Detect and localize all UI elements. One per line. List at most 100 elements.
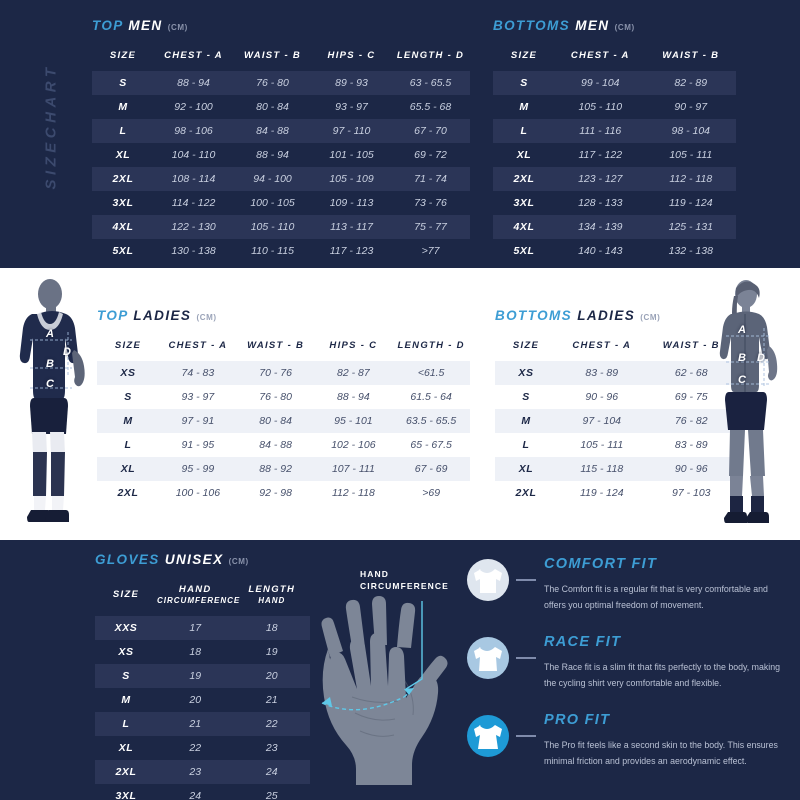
cell-value: 88 - 94 (337, 391, 370, 403)
table-row: S 99 - 104 82 - 89 (493, 71, 736, 95)
cell-size: M (121, 693, 131, 706)
figure-label-b: B (738, 352, 746, 364)
table-row: 2XL 23 24 (95, 759, 310, 784)
table-row: XS 83 - 89 62 - 68 (495, 361, 736, 385)
table-row: L 111 - 116 98 - 104 (493, 119, 736, 143)
cell-value: 22 (233, 711, 310, 736)
cell-value: 119 - 124 (579, 487, 624, 499)
cell-value: 88 - 92 (236, 457, 315, 481)
cell-value: 24 (189, 789, 202, 800)
cell-value: 114 - 122 (171, 197, 216, 209)
female-model-figure: A B C D (700, 272, 796, 536)
cell-size: 2XL (117, 487, 139, 499)
cell-size: 3XL (112, 197, 134, 209)
table-row: XL 95 - 99 88 - 92 107 - 111 67 - 69 (97, 457, 470, 481)
hand-label-line1: HAND (360, 569, 389, 579)
cell-value: 24 (233, 759, 310, 784)
table-row: S 93 - 97 76 - 80 88 - 94 61.5 - 64 (97, 385, 470, 409)
fit-title: RACE FIT (544, 634, 622, 650)
table-row: 2XL 108 - 114 94 - 100 105 - 109 71 - 74 (92, 167, 470, 191)
cell-value: 23 (157, 759, 234, 784)
column-header: SIZE (114, 340, 142, 351)
cell-size: 3XL (115, 789, 137, 800)
table-row: S 90 - 96 69 - 75 (495, 385, 736, 409)
cell-value: 98 - 104 (645, 119, 736, 143)
table-top-men: TOP MEN (CM) SIZE CHEST - A WAIST - B HI… (92, 18, 470, 263)
tshirt-comfort-icon (466, 558, 510, 602)
fit-item-pro: PRO FIT The Pro fit feels like a second … (466, 712, 786, 774)
cell-size: XL (516, 149, 532, 161)
cell-value: 132 - 138 (668, 245, 713, 257)
fit-dash (516, 579, 536, 581)
cell-value: 104 - 110 (171, 149, 216, 161)
cell-value: 80 - 84 (236, 409, 315, 433)
cell-size: XS (118, 645, 134, 658)
cell-value: 97 - 104 (557, 409, 647, 433)
cell-value: 115 - 118 (557, 457, 647, 481)
column-header: WAIST - B (662, 340, 720, 351)
cell-value: >77 (421, 245, 440, 257)
table-title-part2: MEN (575, 18, 610, 33)
fit-item-comfort: COMFORT FIT The Comfort fit is a regular… (466, 556, 786, 618)
cell-value: 19 (265, 645, 278, 658)
fit-dash (516, 735, 536, 737)
table-row: 5XL 140 - 143 132 - 138 (493, 239, 736, 263)
cell-size: 5XL (112, 245, 134, 257)
table-row: 2XL 123 - 127 112 - 118 (493, 167, 736, 191)
cell-value: 130 - 138 (171, 245, 216, 257)
table-bottoms-ladies: BOTTOMS LADIES (CM) SIZE CHEST - A WAIST… (495, 308, 736, 505)
table-row: 3XL 114 - 122 100 - 105 109 - 113 73 - 76 (92, 191, 470, 215)
table-row: 2XL 119 - 124 97 - 103 (495, 481, 736, 505)
fit-description: The Comfort fit is a regular fit that is… (544, 584, 768, 611)
cell-size: XS (495, 361, 557, 385)
table-header-row: SIZE CHEST - A WAIST - B HIPS - C LENGTH… (97, 334, 470, 361)
column-header: HIPS - C (327, 50, 376, 61)
cell-value: 92 - 98 (259, 487, 292, 499)
cell-size: M (118, 101, 128, 113)
cell-value: 90 - 97 (674, 101, 708, 113)
cell-value: 83 - 89 (557, 361, 647, 385)
figure-label-a: A (46, 328, 54, 340)
cell-value: 76 - 80 (259, 391, 292, 403)
table-row: 3XL 128 - 133 119 - 124 (493, 191, 736, 215)
cell-value: 67 - 69 (392, 457, 470, 481)
cell-size: M (495, 409, 557, 433)
column-header-line2: CIRCUMFERENCE (157, 595, 241, 605)
hand-illustration (300, 585, 465, 790)
cell-size: L (522, 439, 530, 451)
table-row: L 98 - 106 84 - 88 97 - 110 67 - 70 (92, 119, 470, 143)
cell-size: M (519, 101, 529, 113)
fit-title: PRO FIT (544, 712, 611, 728)
column-header-line1: HAND (178, 584, 212, 595)
column-header: HAND CIRCUMFERENCE (157, 578, 241, 616)
table-header-row: SIZE CHEST - A WAIST - B (493, 44, 736, 71)
figure-label-a: A (738, 324, 746, 336)
cell-value: 84 - 88 (233, 119, 312, 143)
cell-value: 97 - 103 (671, 487, 711, 499)
cell-value: 25 (265, 789, 278, 800)
table-row: M 97 - 104 76 - 82 (495, 409, 736, 433)
cell-size: S (493, 71, 555, 95)
hand-label-line2: CIRCUMFERENCE (360, 581, 449, 592)
table-title-gloves: GLOVES UNISEX (CM) (95, 552, 310, 567)
table-row: XL 115 - 118 90 - 96 (495, 457, 736, 481)
column-header: SIZE (109, 50, 137, 61)
column-header: CHEST - A (164, 50, 223, 61)
cell-size: S (95, 663, 157, 688)
cell-value: 101 - 105 (329, 149, 374, 161)
column-header: CHEST - A (168, 340, 228, 351)
cell-value: 89 - 93 (312, 71, 391, 95)
cell-value: 69 - 72 (414, 149, 447, 161)
table-bottoms-men: BOTTOMS MEN (CM) SIZE CHEST - A WAIST - … (493, 18, 736, 263)
size-table: SIZE CHEST - A WAIST - B HIPS - C LENGTH… (92, 44, 470, 263)
table-title-part1: GLOVES (95, 552, 160, 567)
cell-value: 99 - 104 (555, 71, 646, 95)
cell-size: S (522, 391, 530, 403)
figure-label-b: B (46, 358, 54, 370)
cell-value: 109 - 113 (329, 197, 374, 209)
table-title-unit: (CM) (228, 557, 249, 566)
fit-description: The Pro fit feels like a second skin to … (544, 740, 778, 767)
table-title-part1: TOP (97, 308, 129, 323)
table-title-top-men: TOP MEN (CM) (92, 18, 470, 33)
column-header: WAIST - B (247, 340, 305, 351)
